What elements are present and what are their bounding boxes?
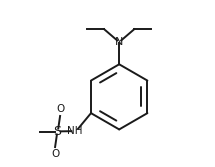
Text: N: N xyxy=(115,37,123,47)
Text: S: S xyxy=(54,125,61,138)
Text: O: O xyxy=(51,149,59,159)
Text: O: O xyxy=(56,104,64,114)
Text: NH: NH xyxy=(67,126,83,136)
